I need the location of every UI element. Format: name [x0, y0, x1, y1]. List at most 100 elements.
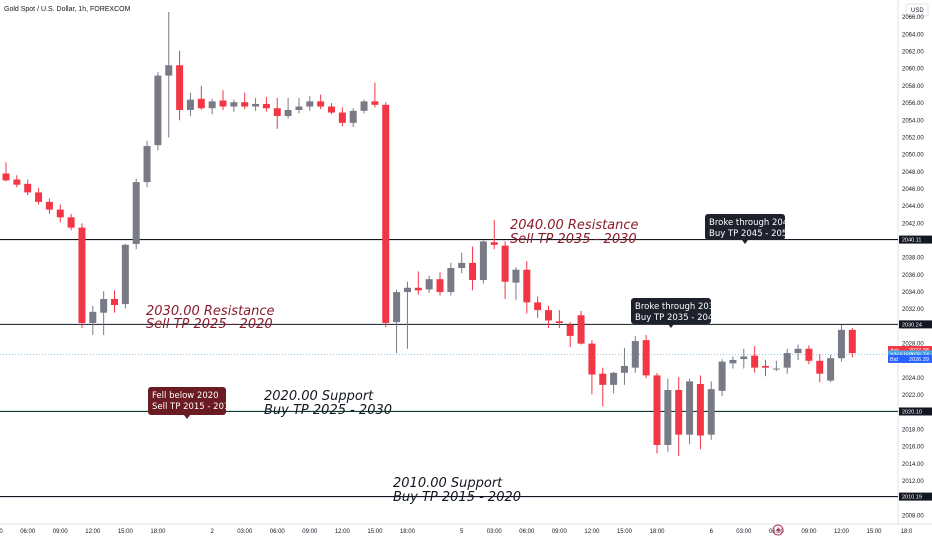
price-tag-prefix: Bid: [890, 357, 898, 363]
time-tick-label: 18:00: [400, 529, 416, 535]
candle-body: [794, 348, 802, 354]
price-tick-label: 2062.00: [902, 50, 924, 56]
candle-body: [414, 287, 422, 291]
time-axis[interactable]: 03:00 06:00 09:00 12:00 15:00 18:00 2 03:00 06:0…: [0, 529, 913, 535]
candle-body: [403, 287, 411, 293]
time-tick-label: 09:00: [552, 529, 568, 535]
candle-body: [545, 310, 552, 321]
candle-body: [45, 201, 53, 210]
price-tick-label: 2028.00: [902, 342, 924, 348]
candle-body: [588, 343, 596, 375]
candle-body: [349, 110, 357, 123]
candle-body: [653, 375, 661, 445]
candle-body: [718, 361, 726, 391]
candle-body: [262, 103, 270, 109]
time-tick-label: 09:00: [801, 529, 817, 535]
price-tick-label: 2018.00: [902, 428, 924, 434]
candle-body: [208, 101, 216, 109]
candle-body: [458, 262, 466, 269]
time-tick-label: 06:00: [20, 529, 36, 535]
candle-body: [707, 389, 715, 435]
level-tag-label: 2030.24: [902, 322, 922, 328]
callout-arrow: [184, 415, 190, 419]
level-lines: 2040.11 2030.24 2020.10 2010.19: [0, 235, 932, 501]
candle-body: [89, 311, 97, 323]
time-tick-label: 18:00: [649, 529, 665, 535]
candle-body: [241, 102, 249, 107]
candle-body: [219, 100, 227, 107]
candle-body: [371, 101, 379, 105]
price-tag-value: 2026.39: [909, 357, 929, 363]
candle-body: [783, 353, 791, 368]
time-tick-label: 12:00: [335, 529, 351, 535]
annotation-line-2: Buy TP 2025 - 2030: [264, 403, 392, 418]
time-tick-label: 03:00: [237, 529, 253, 535]
annotation-line-2: Buy TP 2015 - 2020: [393, 490, 521, 505]
candle-body: [664, 389, 672, 445]
price-tag-bg: [888, 346, 932, 355]
candle-body: [13, 179, 21, 185]
candle-body: [479, 241, 487, 281]
level-tag-bg: [899, 407, 932, 416]
candle-body: [469, 262, 477, 281]
candle-body: [555, 321, 563, 323]
currency-badge[interactable]: USD: [905, 3, 929, 17]
candle-body: [284, 109, 292, 116]
time-tick-label: 09:00: [53, 529, 69, 535]
callout-line-1: Broke through 2030: [635, 302, 720, 312]
candle-body: [436, 279, 444, 293]
candle-body: [230, 102, 238, 107]
candle-body: [642, 340, 650, 376]
price-tick-label: 2038.00: [902, 256, 924, 262]
level-tag-bg: [899, 492, 932, 501]
price-tick-label: 2014.00: [902, 462, 924, 468]
price-axis[interactable]: 2008.002010.002012.002014.002016.002018.…: [902, 15, 924, 519]
candle-body: [165, 65, 173, 76]
price-tick-label: 2060.00: [902, 67, 924, 73]
time-tick-label: 03:00: [487, 529, 503, 535]
time-tick-label: 09:00: [302, 529, 318, 535]
time-tick-label: 12:00: [834, 529, 850, 535]
candle-body: [762, 365, 769, 368]
lightning-icon[interactable]: [772, 524, 784, 536]
time-tick-label: 6: [710, 529, 714, 535]
time-tick-label: 15:00: [617, 529, 633, 535]
candle-body: [132, 182, 140, 244]
level-tag-label: 2020.10: [902, 409, 922, 415]
price-tick-label: 2054.00: [902, 118, 924, 124]
callout-line-2: Buy TP 2045 - 2050: [709, 229, 793, 239]
callout-line-2: Buy TP 2035 - 2040: [635, 313, 719, 323]
currency-label: USD: [911, 8, 924, 14]
candle-body: [35, 192, 43, 202]
candle-body: [837, 329, 845, 359]
price-tick-label: 2036.00: [902, 273, 924, 279]
candle-body: [675, 389, 683, 435]
candle-body: [252, 103, 260, 107]
candle-body: [154, 75, 162, 146]
time-tick-label: 06:00: [519, 529, 535, 535]
candle-body: [176, 65, 184, 110]
candle-body: [447, 268, 455, 293]
candle-body: [197, 98, 205, 109]
price-tick-label: 2044.00: [902, 204, 924, 210]
candle-body: [620, 365, 628, 373]
annotation-line-1: 2020.00 Support: [264, 389, 374, 404]
callout-line-1: Fell below 2020: [152, 391, 219, 401]
candle-body: [425, 279, 433, 290]
annotation-line-1: 2010.00 Support: [393, 476, 503, 491]
price-tag-bg: [888, 354, 932, 363]
price-tick-label: 2008.00: [902, 513, 924, 519]
price-tick-label: 2066.00: [902, 15, 924, 21]
price-tick-label: 2048.00: [902, 170, 924, 176]
level-tag-bg: [899, 320, 932, 329]
candle-body: [566, 324, 574, 336]
candle-body: [273, 108, 281, 116]
candle-body: [501, 245, 509, 282]
candle-body: [686, 381, 694, 435]
level-tag-bg: [899, 235, 932, 244]
annotation-line-1: 2030.00 Resistance: [146, 304, 275, 319]
candle-body: [729, 359, 737, 364]
